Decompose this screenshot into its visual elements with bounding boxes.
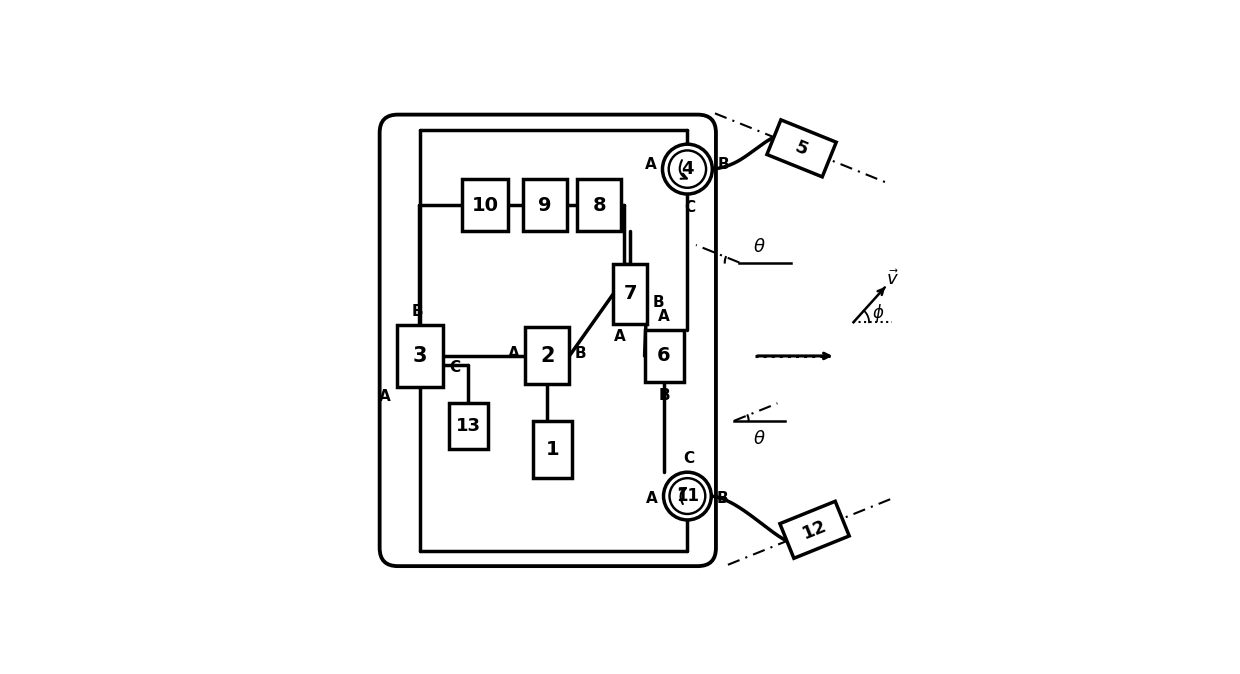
Text: $\vec{v}$: $\vec{v}$ bbox=[887, 269, 899, 288]
FancyBboxPatch shape bbox=[522, 179, 567, 231]
Text: C: C bbox=[683, 452, 694, 466]
Text: $\theta$: $\theta$ bbox=[753, 239, 765, 256]
Text: 1: 1 bbox=[546, 440, 559, 459]
Text: 10: 10 bbox=[471, 196, 498, 215]
Text: B: B bbox=[718, 158, 729, 173]
FancyBboxPatch shape bbox=[645, 330, 683, 382]
Text: C: C bbox=[449, 360, 460, 375]
Circle shape bbox=[663, 472, 712, 520]
FancyBboxPatch shape bbox=[526, 328, 569, 384]
Text: $\phi$: $\phi$ bbox=[872, 302, 884, 324]
FancyBboxPatch shape bbox=[614, 264, 647, 324]
Text: A: A bbox=[507, 346, 520, 361]
FancyBboxPatch shape bbox=[449, 402, 487, 450]
Text: A: A bbox=[614, 329, 626, 344]
Text: 7: 7 bbox=[624, 284, 637, 303]
Text: A: A bbox=[658, 309, 670, 324]
Circle shape bbox=[662, 144, 712, 194]
Text: 6: 6 bbox=[657, 346, 671, 365]
Text: $\theta$: $\theta$ bbox=[753, 430, 765, 448]
FancyBboxPatch shape bbox=[461, 179, 508, 231]
Text: 12: 12 bbox=[800, 517, 830, 543]
Text: C: C bbox=[684, 200, 696, 215]
Text: B: B bbox=[575, 346, 587, 361]
Text: B: B bbox=[717, 491, 729, 506]
Text: A: A bbox=[646, 491, 657, 506]
Text: 9: 9 bbox=[538, 196, 552, 215]
Text: B: B bbox=[658, 388, 670, 402]
Text: 4: 4 bbox=[681, 160, 693, 178]
Text: A: A bbox=[645, 158, 657, 173]
FancyBboxPatch shape bbox=[533, 421, 572, 478]
Text: B: B bbox=[653, 295, 665, 310]
FancyBboxPatch shape bbox=[766, 120, 836, 177]
Text: 13: 13 bbox=[456, 417, 481, 435]
Text: 5: 5 bbox=[792, 137, 811, 159]
FancyBboxPatch shape bbox=[780, 501, 849, 558]
Text: 11: 11 bbox=[676, 487, 699, 505]
Text: B: B bbox=[412, 304, 423, 319]
Text: 3: 3 bbox=[413, 346, 428, 366]
Text: A: A bbox=[379, 389, 391, 404]
Text: 2: 2 bbox=[541, 346, 554, 366]
FancyBboxPatch shape bbox=[577, 179, 621, 231]
FancyBboxPatch shape bbox=[397, 325, 444, 387]
Text: 8: 8 bbox=[593, 196, 606, 215]
